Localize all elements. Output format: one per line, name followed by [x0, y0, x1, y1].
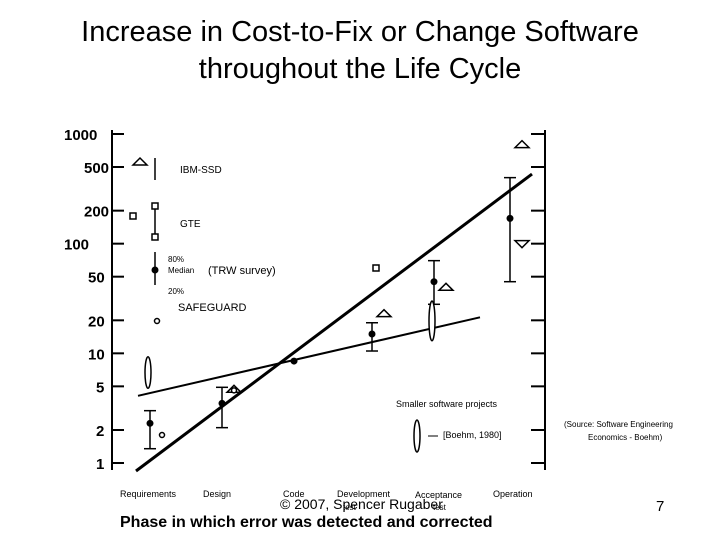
legend-trw-median-label: Median	[168, 266, 194, 275]
copyright-footer: © 2007, Spencer Rugaber	[280, 496, 443, 512]
legend-trw-survey-label: (TRW survey)	[208, 265, 276, 277]
trw-median-point	[290, 357, 298, 365]
legend-gte-marker	[129, 212, 137, 220]
y-tick-label: 1000	[64, 127, 97, 144]
x-axis-title: Phase in which error was detected and co…	[120, 514, 493, 531]
source-note-line1: (Source: Software Engineering	[564, 420, 673, 429]
boehm-label: [Boehm, 1980]	[443, 430, 502, 440]
source-note-line2: Economics - Boehm)	[588, 433, 663, 442]
x-category-label: Development	[337, 489, 391, 499]
x-category-label: Requirements	[120, 489, 177, 499]
legend-gte-label: GTE	[180, 219, 201, 230]
operation-outlier-point	[513, 139, 531, 149]
chart-title: Increase in Cost-to-Fix or Change Softwa…	[81, 16, 639, 85]
y-tick-label: 1	[96, 456, 104, 473]
y-tick-label: 2	[96, 423, 104, 440]
x-category-label: Acceptance	[415, 490, 462, 500]
legend-ibm-label: IBM-SSD	[180, 165, 222, 176]
x-category-label: Design	[203, 489, 231, 499]
legend-safeguard-marker	[153, 317, 161, 325]
small-project-range	[144, 356, 152, 390]
legend-gte-marker-top	[151, 202, 159, 210]
legend-smaller-marker	[413, 419, 421, 453]
trend-line	[137, 316, 481, 397]
smaller-projects-label: Smaller software projects	[396, 399, 498, 409]
x-category-label: Operation	[493, 489, 533, 499]
small-project-range	[428, 300, 436, 342]
legend-trw-20-label: 20%	[168, 287, 184, 296]
safeguard-point	[158, 431, 166, 439]
y-tick-label: 500	[84, 160, 109, 177]
legend-safeguard-label: SAFEGUARD	[178, 302, 247, 314]
page-number: 7	[656, 498, 665, 515]
gte-point	[372, 264, 380, 272]
y-tick-label: 200	[84, 204, 109, 221]
legend-gte-marker-bottom	[151, 233, 159, 241]
legend-ibm-marker	[131, 156, 149, 166]
y-tick-label: 10	[88, 346, 105, 363]
x-category-label: test	[433, 503, 447, 512]
legend-trw-80-label: 80%	[168, 255, 184, 264]
ibm-ssd-point	[437, 282, 455, 292]
safeguard-point	[230, 387, 238, 394]
chart-marks	[129, 139, 531, 453]
chart-text: 1000 500 200 100 50 20 10 5 2 1 Requirements Design…	[64, 127, 673, 512]
axes	[111, 130, 546, 470]
x-category-label: test	[343, 503, 357, 512]
ibm-ssd-point	[375, 308, 393, 318]
trend-line	[135, 172, 533, 473]
x-category-label: Code	[283, 489, 305, 499]
y-tick-label: 5	[96, 379, 104, 396]
legend-trw-marker	[151, 266, 159, 274]
y-tick-label: 20	[88, 313, 105, 330]
trend-lines	[135, 172, 533, 473]
operation-outlier-point	[513, 239, 531, 249]
y-tick-label: 50	[88, 270, 105, 287]
y-tick-label: 100	[64, 237, 89, 254]
